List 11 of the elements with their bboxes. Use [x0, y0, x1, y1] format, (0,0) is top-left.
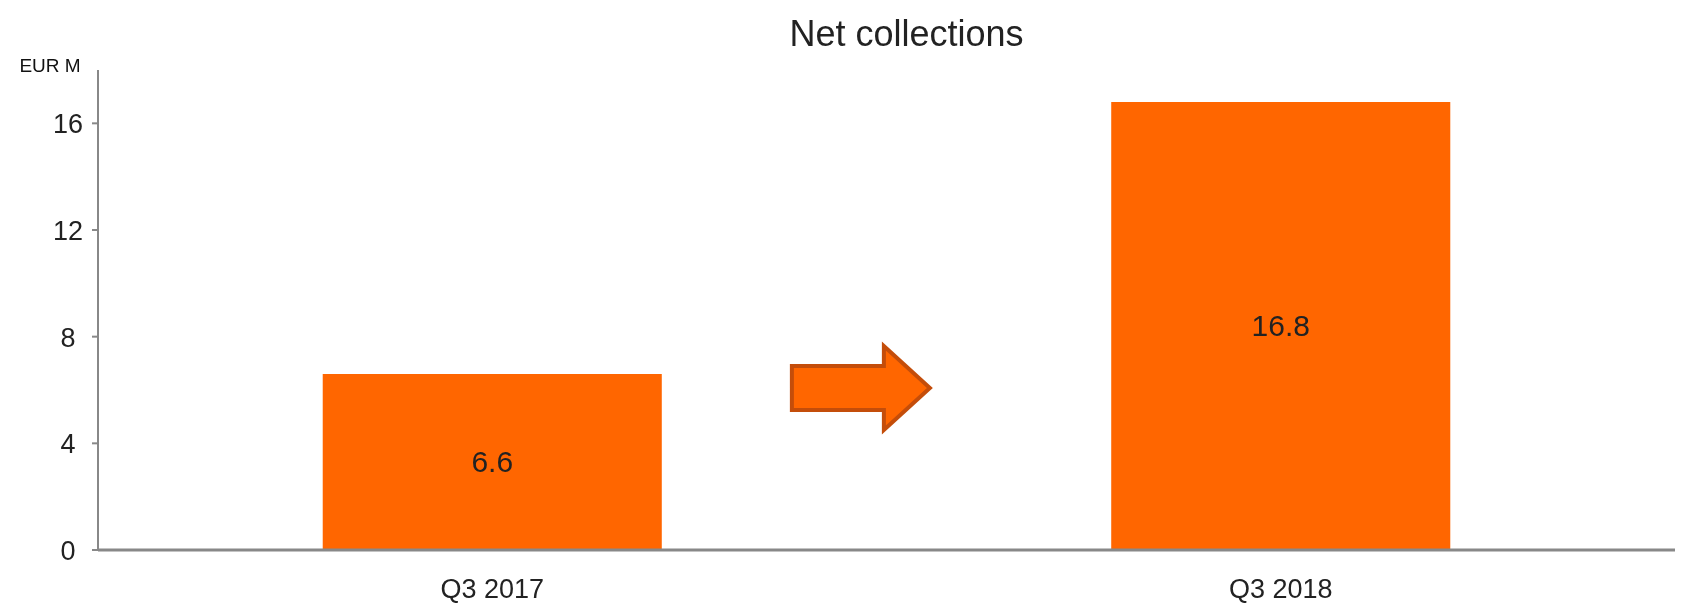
y-tick-label: 12: [52, 216, 84, 246]
y-tick-label: 8: [60, 322, 76, 353]
chart-title: Net collections: [789, 13, 1024, 54]
data-label: 6.6: [471, 445, 514, 478]
x-tick-label: Q3 2018: [1228, 574, 1333, 604]
data-label: 16.8: [1251, 309, 1310, 342]
y-tick-label: 0: [60, 536, 76, 566]
x-tick-label: Q3 2017: [440, 574, 545, 604]
y-axis-title: EUR M: [19, 55, 81, 76]
y-tick-label: 4: [60, 429, 76, 460]
y-tick-label: 16: [52, 109, 84, 140]
